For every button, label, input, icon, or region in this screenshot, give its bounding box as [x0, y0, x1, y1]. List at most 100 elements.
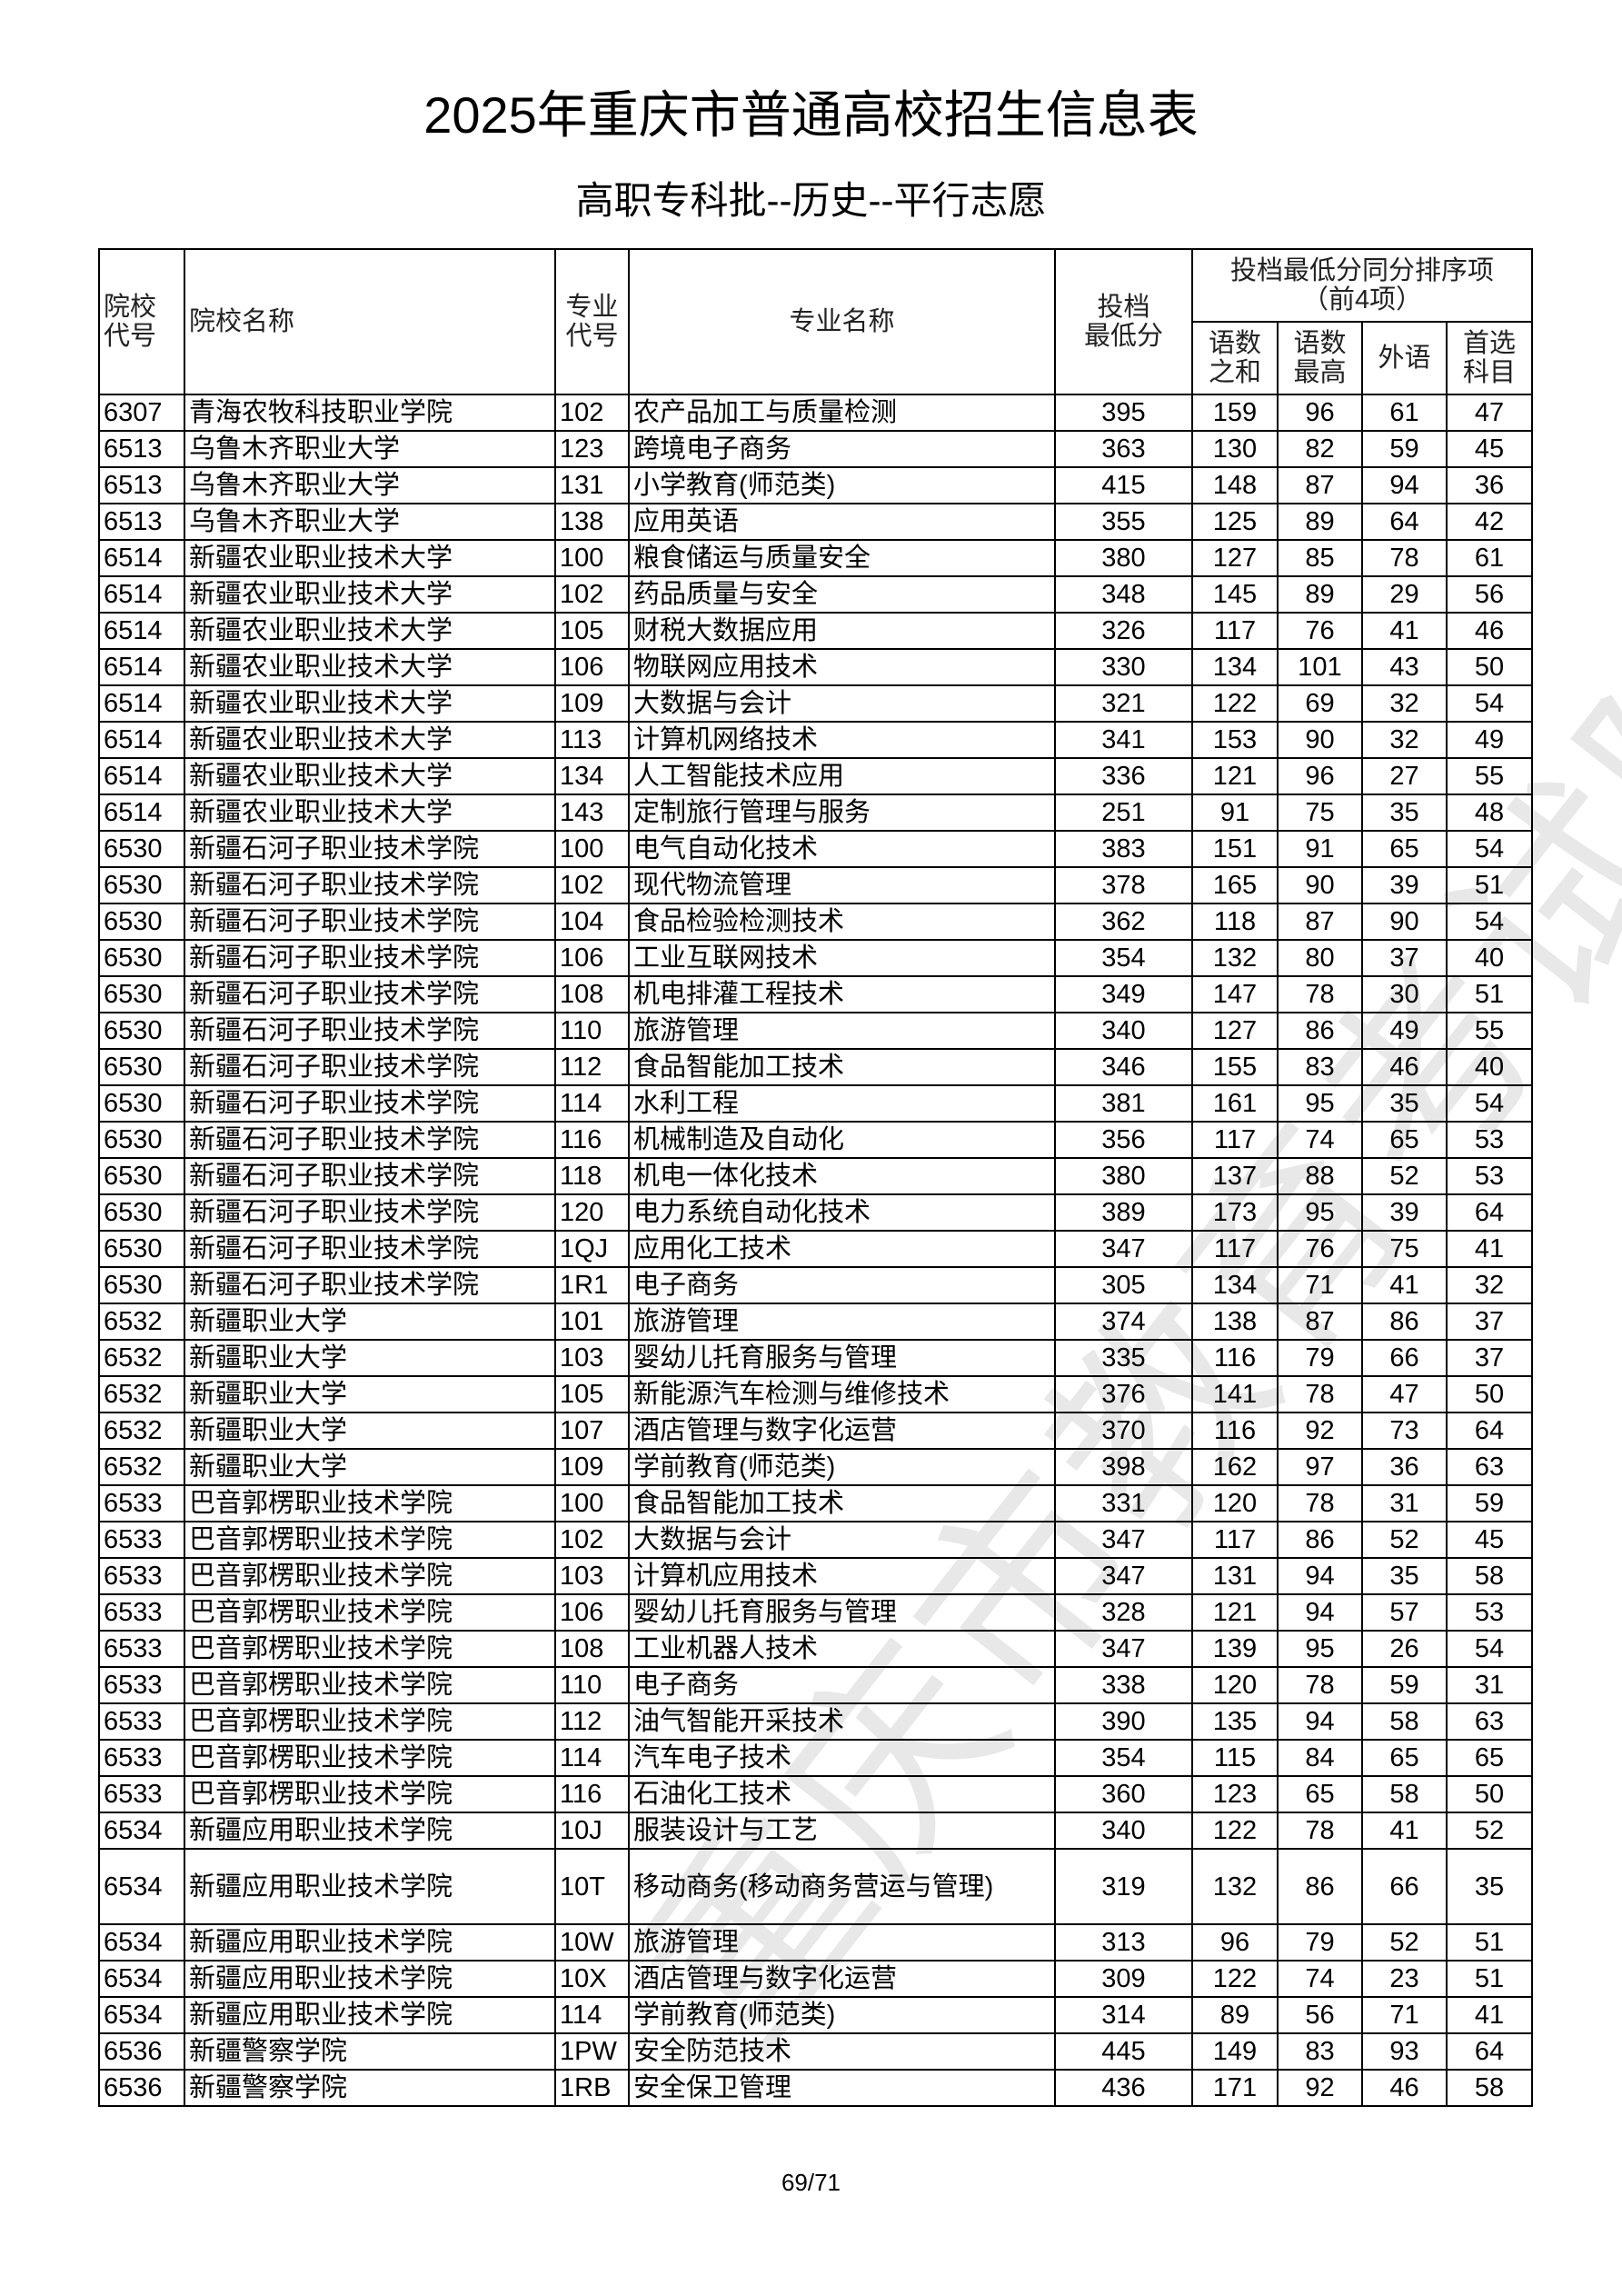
cell-chinese-math-sum: 165	[1191, 866, 1279, 904]
cell-foreign-language: 47	[1361, 1375, 1448, 1413]
cell-first-choice-subject: 59	[1445, 1484, 1534, 1522]
cell-major-name: 婴幼儿托育服务与管理	[628, 1339, 1056, 1377]
cell-chinese-math-max: 78	[1277, 1812, 1363, 1850]
cell-school-name: 新疆石河子职业技术学院	[184, 903, 556, 941]
cell-chinese-math-max: 65	[1277, 1775, 1363, 1813]
cell-min-score: 415	[1054, 466, 1193, 504]
cell-school-code: 6534	[98, 1960, 185, 1998]
cell-chinese-math-max: 76	[1277, 612, 1363, 650]
cell-first-choice-subject: 54	[1445, 1084, 1534, 1123]
cell-chinese-math-max: 94	[1277, 1593, 1363, 1632]
cell-chinese-math-max: 95	[1277, 1193, 1363, 1232]
table-row: 6536 新疆警察学院 1PW 安全防范技术 445 149 83 93 64	[98, 2032, 1534, 2071]
cell-foreign-language: 30	[1361, 975, 1448, 1013]
cell-major-code: 105	[554, 1375, 630, 1413]
cell-school-name: 巴音郭楞职业技术学院	[184, 1702, 556, 1741]
cell-major-code: 102	[554, 866, 630, 904]
cell-chinese-math-sum: 145	[1191, 575, 1279, 614]
cell-chinese-math-max: 83	[1277, 2032, 1363, 2071]
cell-chinese-math-max: 69	[1277, 684, 1363, 723]
cell-school-code: 6533	[98, 1666, 185, 1704]
cell-school-name: 新疆石河子职业技术学院	[184, 1012, 556, 1050]
cell-first-choice-subject: 64	[1445, 1193, 1534, 1232]
cell-chinese-math-sum: 171	[1191, 2069, 1279, 2107]
cell-chinese-math-sum: 121	[1191, 757, 1279, 795]
cell-school-code: 6513	[98, 430, 185, 468]
cell-min-score: 330	[1054, 648, 1193, 686]
table-row: 6530 新疆石河子职业技术学院 1R1 电子商务 305 134 71 41 32	[98, 1266, 1534, 1304]
cell-chinese-math-sum: 162	[1191, 1448, 1279, 1486]
cell-first-choice-subject: 58	[1445, 1557, 1534, 1595]
cell-school-name: 新疆职业大学	[184, 1375, 556, 1413]
cell-min-score: 360	[1054, 1775, 1193, 1813]
cell-first-choice-subject: 35	[1445, 1848, 1534, 1925]
cell-first-choice-subject: 37	[1445, 1303, 1534, 1341]
cell-major-name: 服装设计与工艺	[628, 1812, 1056, 1850]
cell-major-name: 食品检验检测技术	[628, 903, 1056, 941]
cell-school-name: 新疆农业职业技术大学	[184, 539, 556, 577]
cell-major-name: 农产品加工与质量检测	[628, 394, 1056, 432]
cell-major-code: 102	[554, 394, 630, 432]
cell-first-choice-subject: 50	[1445, 1375, 1534, 1413]
cell-school-code: 6514	[98, 539, 185, 577]
cell-chinese-math-sum: 96	[1191, 1923, 1279, 1962]
cell-min-score: 436	[1054, 2069, 1193, 2107]
cell-school-code: 6530	[98, 1193, 185, 1232]
cell-school-code: 6530	[98, 1048, 185, 1086]
cell-major-code: 108	[554, 1630, 630, 1668]
header-first-choice-subject: 首选 科目	[1445, 321, 1534, 395]
cell-chinese-math-max: 89	[1277, 503, 1363, 541]
cell-chinese-math-max: 92	[1277, 2069, 1363, 2107]
cell-major-name: 水利工程	[628, 1084, 1056, 1123]
cell-foreign-language: 39	[1361, 1193, 1448, 1232]
cell-foreign-language: 94	[1361, 466, 1448, 504]
cell-chinese-math-max: 84	[1277, 1739, 1363, 1777]
cell-min-score: 389	[1054, 1193, 1193, 1232]
cell-major-name: 安全防范技术	[628, 2032, 1056, 2071]
cell-chinese-math-max: 56	[1277, 1996, 1363, 2034]
cell-chinese-math-sum: 132	[1191, 939, 1279, 977]
cell-school-name: 新疆农业职业技术大学	[184, 757, 556, 795]
cell-school-code: 6530	[98, 1266, 185, 1304]
cell-chinese-math-sum: 118	[1191, 903, 1279, 941]
cell-first-choice-subject: 40	[1445, 939, 1534, 977]
cell-major-code: 100	[554, 539, 630, 577]
cell-school-name: 巴音郭楞职业技术学院	[184, 1521, 556, 1559]
cell-first-choice-subject: 31	[1445, 1666, 1534, 1704]
cell-major-code: 109	[554, 684, 630, 723]
cell-school-name: 新疆石河子职业技术学院	[184, 1121, 556, 1159]
cell-major-code: 10X	[554, 1960, 630, 1998]
cell-major-name: 食品智能加工技术	[628, 1048, 1056, 1086]
cell-school-name: 新疆石河子职业技术学院	[184, 830, 556, 868]
cell-first-choice-subject: 51	[1445, 975, 1534, 1013]
cell-chinese-math-max: 74	[1277, 1960, 1363, 1998]
cell-min-score: 341	[1054, 721, 1193, 759]
cell-major-name: 物联网应用技术	[628, 648, 1056, 686]
cell-foreign-language: 46	[1361, 2069, 1448, 2107]
cell-foreign-language: 31	[1361, 1484, 1448, 1522]
cell-major-code: 1PW	[554, 2032, 630, 2071]
cell-school-code: 6514	[98, 721, 185, 759]
cell-foreign-language: 43	[1361, 648, 1448, 686]
cell-chinese-math-max: 86	[1277, 1848, 1363, 1925]
table-row: 6530 新疆石河子职业技术学院 1QJ 应用化工技术 347 117 76 75 41	[98, 1230, 1534, 1268]
cell-school-name: 新疆应用职业技术学院	[184, 1923, 556, 1962]
cell-school-name: 新疆农业职业技术大学	[184, 794, 556, 832]
cell-school-name: 巴音郭楞职业技术学院	[184, 1775, 556, 1813]
cell-major-name: 应用英语	[628, 503, 1056, 541]
cell-major-code: 131	[554, 466, 630, 504]
cell-major-code: 123	[554, 430, 630, 468]
cell-chinese-math-max: 85	[1277, 539, 1363, 577]
cell-school-name: 巴音郭楞职业技术学院	[184, 1666, 556, 1704]
cell-major-name: 电气自动化技术	[628, 830, 1056, 868]
cell-chinese-math-max: 78	[1277, 1666, 1363, 1704]
cell-chinese-math-sum: 89	[1191, 1996, 1279, 2034]
cell-chinese-math-sum: 120	[1191, 1484, 1279, 1522]
cell-major-name: 大数据与会计	[628, 1521, 1056, 1559]
cell-first-choice-subject: 50	[1445, 648, 1534, 686]
cell-major-code: 116	[554, 1121, 630, 1159]
table-row: 6534 新疆应用职业技术学院 10X 酒店管理与数字化运营 309 122 74 23 51	[98, 1960, 1534, 1998]
cell-school-code: 6533	[98, 1739, 185, 1777]
cell-school-name: 巴音郭楞职业技术学院	[184, 1593, 556, 1632]
cell-school-name: 巴音郭楞职业技术学院	[184, 1484, 556, 1522]
